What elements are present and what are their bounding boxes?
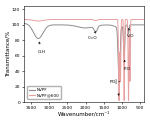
- NVPF: [143, 24, 145, 26]
- NVPF: [95, 32, 97, 33]
- NVPF@600: [122, 19, 123, 20]
- NVPF: [45, 28, 46, 30]
- NVPF: [23, 23, 25, 24]
- Text: V-O: V-O: [127, 28, 135, 38]
- NVPF@600: [23, 19, 25, 20]
- NVPF@600: [101, 19, 103, 20]
- NVPF: [69, 25, 70, 26]
- NVPF@600: [95, 20, 97, 21]
- NVPF: [112, 25, 114, 27]
- NVPF@600: [112, 19, 114, 20]
- NVPF: [122, 26, 123, 28]
- NVPF@600: [143, 19, 145, 20]
- Text: PO$_4^{3-}$: PO$_4^{3-}$: [109, 78, 122, 95]
- Y-axis label: Transmittance/%: Transmittance/%: [6, 31, 10, 77]
- NVPF@600: [69, 19, 70, 20]
- Legend: NVPF, NVPF@600: NVPF, NVPF@600: [27, 86, 61, 99]
- Line: NVPF@600: NVPF@600: [24, 19, 144, 101]
- Line: NVPF: NVPF: [24, 23, 144, 85]
- NVPF@600: [118, 100, 120, 101]
- Text: O-H: O-H: [38, 42, 46, 54]
- NVPF: [101, 25, 103, 26]
- NVPF@600: [79, 19, 81, 20]
- NVPF@600: [45, 19, 46, 21]
- Text: C=O: C=O: [88, 31, 98, 41]
- NVPF: [118, 84, 120, 86]
- X-axis label: Wavenumber/cm⁻¹: Wavenumber/cm⁻¹: [58, 111, 110, 116]
- Text: P-O: P-O: [123, 60, 131, 71]
